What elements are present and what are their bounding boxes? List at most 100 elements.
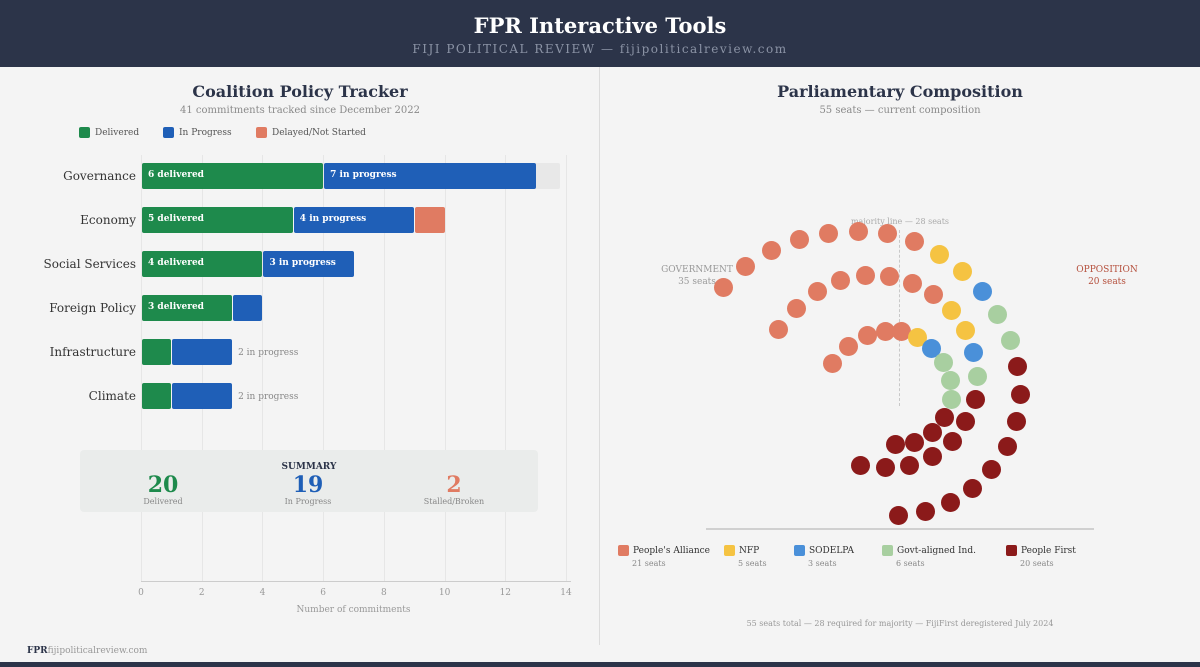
bar-segment[interactable]: 7 in progress (324, 163, 536, 189)
seat-marker[interactable] (904, 231, 924, 251)
summary-in-progress-label: In Progress (284, 497, 332, 506)
seat-marker[interactable] (987, 304, 1007, 324)
seat-marker[interactable] (934, 407, 954, 427)
bar-segment[interactable]: 6 delivered (142, 163, 324, 189)
panel-divider (599, 67, 600, 645)
seat-marker[interactable] (789, 229, 809, 249)
seat-marker[interactable] (940, 370, 960, 390)
seat-marker[interactable] (1006, 411, 1026, 431)
seat-marker[interactable] (972, 281, 992, 301)
seat-marker[interactable] (735, 256, 755, 276)
seat-marker[interactable] (933, 352, 953, 372)
seat-marker[interactable] (997, 436, 1017, 456)
seat-marker[interactable] (962, 478, 982, 498)
bar-label: 4 in progress (299, 214, 367, 224)
seat-marker[interactable] (899, 455, 919, 475)
bar-segment[interactable] (142, 383, 172, 409)
seat-marker[interactable] (1007, 356, 1027, 376)
party-swatch (618, 545, 629, 556)
seat-marker[interactable] (786, 298, 806, 318)
party-legend-item[interactable]: Govt-aligned Ind. 6 seats (882, 545, 976, 568)
parliament-title: Parliamentary Composition (777, 82, 1023, 101)
party-seat-count: 3 seats (808, 559, 837, 568)
legend-delayed[interactable]: Delayed/Not Started (256, 127, 366, 138)
x-tick-label: 2 (198, 588, 205, 598)
seat-marker[interactable] (877, 223, 897, 243)
bar-segment[interactable]: 4 delivered (142, 251, 263, 277)
seat-marker[interactable] (922, 446, 942, 466)
seat-marker[interactable] (904, 432, 924, 452)
seat-marker[interactable] (855, 265, 875, 285)
bar-segment[interactable]: 3 delivered (142, 295, 233, 321)
seat-marker[interactable] (955, 411, 975, 431)
category-label: Governance (63, 169, 136, 183)
seat-marker[interactable] (761, 240, 781, 260)
footer-url[interactable]: fijipoliticalreview.com (47, 646, 148, 656)
footer-brand: FPR (27, 646, 48, 656)
majority-label: majority line — 28 seats (850, 217, 950, 226)
party-name: People First (1021, 545, 1076, 556)
seat-marker[interactable] (875, 457, 895, 477)
bar-segment[interactable] (142, 339, 172, 365)
summary-stalled-label: Stalled/Broken (423, 497, 485, 506)
bar-segment[interactable]: 5 delivered (142, 207, 293, 233)
seat-marker[interactable] (888, 505, 908, 525)
seat-marker[interactable] (875, 321, 895, 341)
seat-marker[interactable] (963, 342, 983, 362)
x-tick-label: 12 (499, 588, 512, 598)
bar-segment[interactable]: 4 in progress (293, 207, 415, 233)
legend-label: Delayed/Not Started (272, 127, 366, 138)
party-legend-item[interactable]: NFP 5 seats (724, 545, 767, 568)
seat-marker[interactable] (838, 336, 858, 356)
tracker-subtitle: 41 commitments tracked since December 20… (180, 105, 420, 116)
legend-delivered[interactable]: Delivered (79, 127, 139, 138)
seat-marker[interactable] (818, 223, 838, 243)
party-swatch (794, 545, 805, 556)
legend-in-progress[interactable]: In Progress (163, 127, 232, 138)
seat-marker[interactable] (885, 434, 905, 454)
x-axis-label: Number of commitments (296, 605, 411, 615)
seat-marker[interactable] (965, 389, 985, 409)
seat-marker[interactable] (929, 244, 949, 264)
seat-marker[interactable] (848, 221, 868, 241)
party-legend-item[interactable]: People First 20 seats (1006, 545, 1076, 568)
seat-marker[interactable] (907, 327, 927, 347)
summary-in-progress-count: 19 (292, 472, 324, 498)
seat-marker[interactable] (850, 455, 870, 475)
x-tick-label: 6 (320, 588, 327, 598)
seat-marker[interactable] (940, 492, 960, 512)
summary-delivered-label: Delivered (143, 497, 183, 506)
seat-marker[interactable] (902, 273, 922, 293)
bar-segment[interactable] (233, 295, 263, 321)
seat-marker[interactable] (915, 501, 935, 521)
seat-marker[interactable] (891, 321, 911, 341)
app-title: FPR Interactive Tools (473, 13, 727, 38)
seat-marker[interactable] (768, 319, 788, 339)
seat-marker[interactable] (941, 389, 961, 409)
party-legend-item[interactable]: People's Alliance 21 seats (618, 545, 710, 568)
seat-marker[interactable] (941, 300, 961, 320)
seat-marker[interactable] (822, 353, 842, 373)
seat-marker[interactable] (942, 431, 962, 451)
seat-marker[interactable] (1000, 330, 1020, 350)
bar-segment[interactable] (172, 339, 233, 365)
seat-marker[interactable] (921, 338, 941, 358)
seat-marker[interactable] (713, 277, 733, 297)
seat-marker[interactable] (1010, 384, 1030, 404)
parliament-subtitle: 55 seats — current composition (819, 105, 981, 116)
seat-marker[interactable] (857, 325, 877, 345)
bar-segment[interactable] (415, 207, 445, 233)
bar-segment[interactable]: 3 in progress (263, 251, 354, 277)
seat-marker[interactable] (922, 422, 942, 442)
seat-marker[interactable] (807, 281, 827, 301)
bar-label: 7 in progress (330, 170, 397, 180)
seat-marker[interactable] (952, 261, 972, 281)
seat-marker[interactable] (981, 459, 1001, 479)
seat-marker[interactable] (830, 270, 850, 290)
seat-marker[interactable] (967, 366, 987, 386)
seat-marker[interactable] (879, 266, 899, 286)
seat-marker[interactable] (955, 320, 975, 340)
bar-segment[interactable] (172, 383, 233, 409)
party-legend-item[interactable]: SODELPA 3 seats (794, 545, 854, 568)
seat-marker[interactable] (923, 284, 943, 304)
